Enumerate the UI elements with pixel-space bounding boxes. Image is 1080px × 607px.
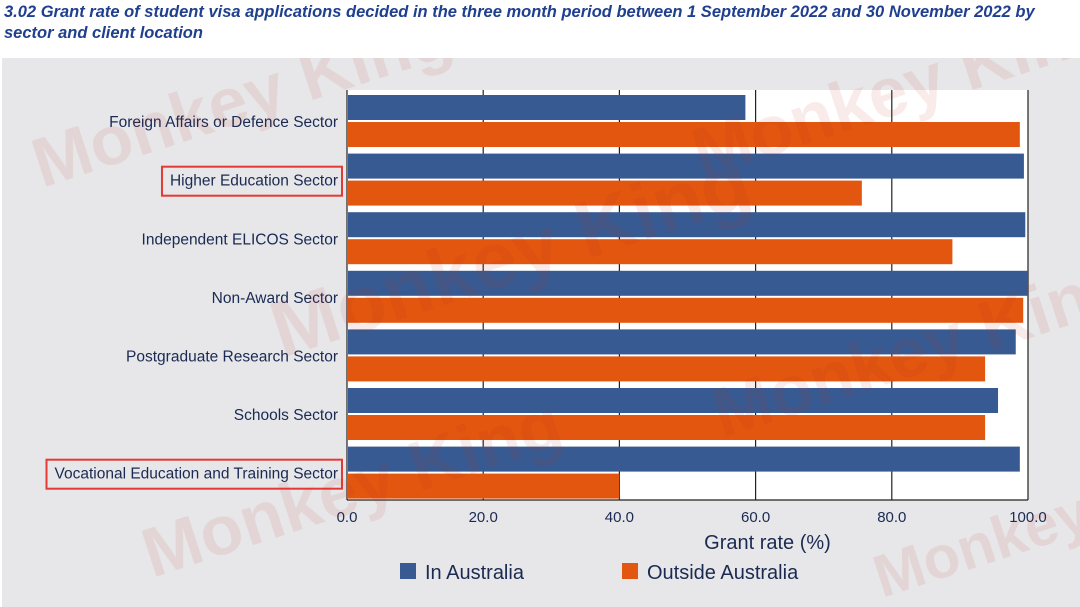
x-tick-label: 100.0 [1009, 509, 1047, 526]
bar-outside-australia [348, 180, 862, 206]
category-label: Higher Education Sector [170, 173, 338, 190]
legend-label: Outside Australia [647, 562, 799, 584]
category-label: Non-Award Sector [212, 290, 338, 307]
category-label: Independent ELICOS Sector [142, 231, 338, 248]
bars [348, 95, 1028, 499]
category-label: Postgraduate Research Sector [126, 348, 338, 365]
x-tick-label: 0.0 [337, 509, 358, 526]
x-tick-label: 60.0 [741, 509, 770, 526]
bar-in-australia [348, 153, 1024, 179]
x-tick-label: 20.0 [469, 509, 498, 526]
legend-label: In Australia [425, 562, 525, 584]
bar-outside-australia [348, 473, 620, 499]
bar-in-australia [348, 329, 1016, 355]
x-tick-labels: 0.0 20.0 40.0 60.0 80.0 100.0 [337, 509, 1047, 526]
bar-chart: Foreign Affairs or Defence Sector Higher … [23, 58, 1080, 607]
x-tick-label: 40.0 [605, 509, 634, 526]
bar-outside-australia [348, 356, 986, 382]
bar-in-australia [348, 212, 1026, 238]
chart-title: 3.02 Grant rate of student visa applicat… [4, 3, 1035, 42]
highlight-box [160, 165, 343, 197]
category-labels: Foreign Affairs or Defence Sector Higher … [45, 114, 343, 490]
legend-swatch [400, 563, 416, 579]
category-label: Schools Sector [234, 407, 338, 424]
highlight-box [45, 458, 343, 490]
bar-outside-australia [348, 239, 953, 265]
x-tick-label: 80.0 [877, 509, 906, 526]
legend: In Australia Outside Australia [400, 562, 799, 584]
bar-outside-australia [348, 122, 1020, 147]
bar-outside-australia [348, 415, 986, 440]
bar-in-australia [348, 270, 1028, 296]
bar-in-australia [348, 95, 746, 120]
chart-panel: Foreign Affairs or Defence Sector Higher … [2, 58, 1080, 607]
category-label: Vocational Education and Training Sector [55, 466, 339, 483]
bar-in-australia [348, 388, 999, 413]
x-axis-title: Grant rate (%) [704, 532, 831, 554]
category-label: Foreign Affairs or Defence Sector [109, 114, 338, 131]
bar-outside-australia [348, 297, 1024, 323]
bar-in-australia [348, 446, 1020, 472]
legend-swatch [622, 563, 638, 579]
